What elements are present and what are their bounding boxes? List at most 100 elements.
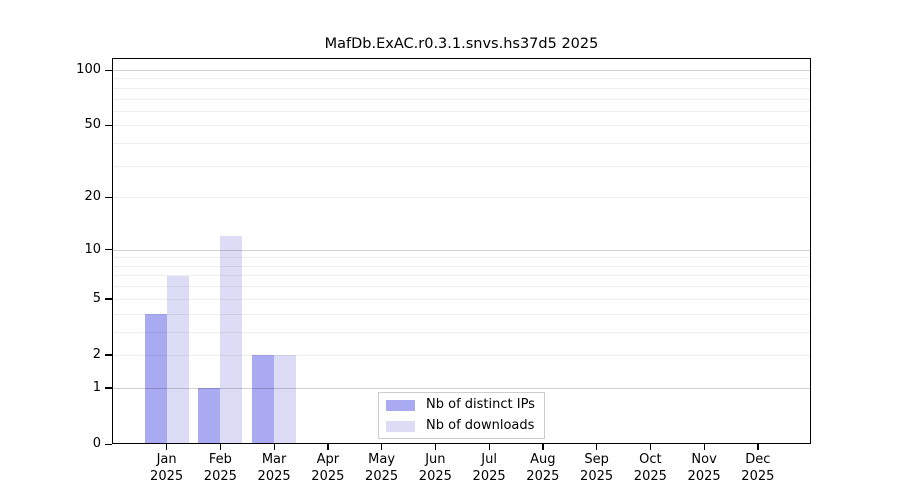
gridline-minor — [112, 87, 811, 89]
gridline-minor — [112, 143, 811, 145]
legend: Nb of distinct IPs Nb of downloads — [378, 392, 545, 439]
year-label: 2025 — [203, 469, 237, 484]
gridline-minor — [112, 265, 811, 267]
y-axis-tick-label: 5 — [92, 290, 101, 306]
legend-label: Nb of downloads — [426, 418, 535, 433]
y-axis-tick-label: 100 — [76, 62, 101, 77]
gridline-major — [112, 249, 811, 251]
x-axis-tick — [273, 444, 275, 450]
month-label: Mar — [261, 452, 287, 467]
x-axis-tick-label: Jul 2025 — [457, 451, 521, 485]
gridline-minor — [112, 98, 811, 100]
x-axis-tick-label: Sep 2025 — [565, 451, 629, 485]
x-axis-tick — [542, 444, 544, 450]
y-axis-tick-label: 1 — [92, 379, 101, 395]
gridline-minor — [112, 331, 811, 333]
y-axis-tick — [105, 298, 112, 300]
x-axis-tick — [434, 444, 437, 450]
month-label: Apr — [316, 452, 340, 467]
x-axis-tick-label: Mar 2025 — [242, 451, 306, 485]
plot-frame — [112, 58, 811, 444]
x-axis-tick-label: Oct 2025 — [618, 451, 682, 485]
x-axis-tick — [649, 444, 652, 450]
year-label: 2025 — [580, 469, 614, 484]
year-label: 2025 — [418, 469, 452, 484]
gridline-minor — [112, 298, 811, 300]
chart-title: MafDb.ExAC.r0.3.1.snvs.hs37d5 2025 — [324, 36, 599, 52]
y-axis-tick-label: 50 — [84, 117, 101, 133]
x-axis-tick-label: Feb 2025 — [188, 451, 252, 485]
y-axis-tick — [105, 124, 112, 127]
gridline-minor — [112, 313, 811, 315]
x-axis-tick-label: Dec 2025 — [726, 451, 790, 485]
x-axis-tick-label: May 2025 — [350, 451, 414, 485]
year-label: 2025 — [526, 469, 560, 484]
x-axis-tick-label: Aug 2025 — [511, 451, 575, 485]
gridline-minor — [112, 286, 811, 288]
gridline-minor — [112, 197, 811, 199]
x-axis-tick — [381, 444, 383, 450]
y-axis-tick-label: 10 — [84, 241, 101, 257]
year-label: 2025 — [687, 469, 721, 484]
legend-swatch-icon — [386, 420, 415, 432]
legend-label: Nb of distinct IPs — [426, 397, 535, 412]
year-label: 2025 — [257, 469, 291, 484]
year-label: 2025 — [311, 469, 345, 484]
month-label: Feb — [208, 452, 232, 467]
legend-entry: Nb of downloads — [386, 417, 544, 435]
month-label: Nov — [691, 452, 717, 467]
y-axis-tick-label: 20 — [84, 189, 101, 205]
gridline-minor — [112, 257, 811, 259]
month-label: Sep — [584, 452, 609, 467]
year-label: 2025 — [741, 469, 775, 484]
y-axis-tick — [105, 443, 112, 445]
x-axis-tick-label: Apr 2025 — [296, 451, 360, 485]
bar-feb-downloads — [220, 236, 243, 444]
month-label: Jun — [425, 452, 446, 467]
plot-area: 0 1 2 5 10 20 50 100 Jan 2025 Feb 2025 Mar 2025 Apr 202… — [76, 58, 811, 484]
year-label: 2025 — [150, 469, 184, 484]
bar-jan-downloads — [166, 275, 189, 444]
y-axis-tick — [105, 69, 112, 71]
year-label: 2025 — [633, 469, 667, 484]
legend-swatch-icon — [386, 399, 415, 411]
y-axis-tick-label: 0 — [92, 436, 101, 451]
y-axis-tick — [105, 354, 112, 356]
month-label: Oct — [639, 452, 662, 467]
x-axis-tick — [219, 444, 222, 450]
gridline-minor — [112, 125, 811, 127]
x-axis-tick — [596, 444, 598, 450]
gridline-minor — [112, 110, 811, 112]
x-axis-tick-label: Jan 2025 — [135, 451, 199, 485]
x-axis-tick-label: Jun 2025 — [403, 451, 467, 485]
gridline-major — [112, 70, 811, 71]
month-label: Dec — [745, 452, 771, 467]
x-axis-tick — [488, 444, 490, 450]
y-axis-tick — [105, 249, 112, 251]
gridline-minor — [112, 78, 811, 80]
month-label: Jul — [481, 452, 497, 467]
month-label: May — [368, 452, 396, 467]
x-axis-tick — [757, 444, 759, 450]
bar-mar-distinct-ips — [252, 354, 275, 444]
gridline-minor — [112, 354, 811, 356]
gridline-minor — [112, 165, 811, 167]
bar-feb-distinct-ips — [198, 387, 221, 444]
month-label: Jan — [156, 452, 177, 467]
y-axis-tick — [105, 387, 112, 389]
bar-jan-distinct-ips — [144, 313, 167, 444]
y-axis-tick — [105, 196, 112, 199]
year-label: 2025 — [365, 469, 399, 484]
y-axis-tick-label: 2 — [92, 346, 101, 362]
x-axis-tick-label: Nov 2025 — [672, 451, 736, 485]
gridline-major — [112, 387, 811, 389]
bar-mar-downloads — [274, 354, 297, 444]
legend-entry: Nb of distinct IPs — [386, 396, 544, 414]
gridline-minor — [112, 275, 811, 277]
month-label: Aug — [530, 452, 556, 467]
x-axis-tick — [166, 444, 168, 450]
x-axis-tick — [703, 444, 705, 450]
x-axis-tick — [327, 444, 329, 450]
year-label: 2025 — [472, 469, 506, 484]
